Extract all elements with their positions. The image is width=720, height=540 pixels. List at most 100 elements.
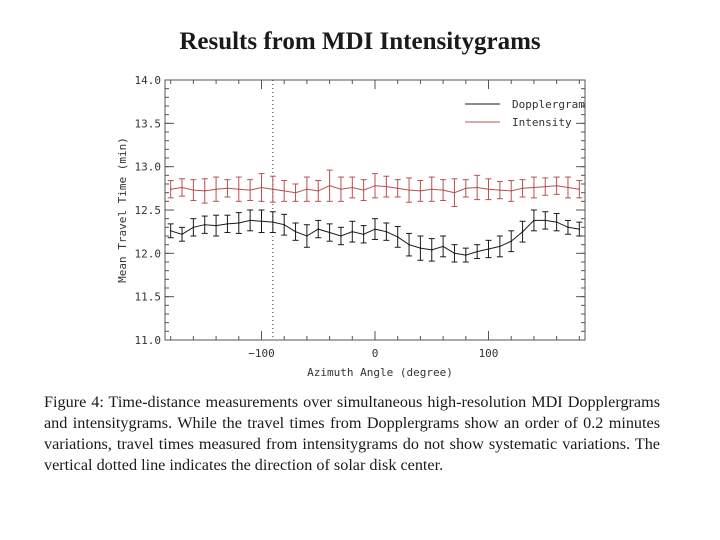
- intensity-errorbar: [519, 179, 526, 198]
- dopplergram-errorbar: [292, 222, 299, 241]
- intensity-errorbar: [474, 174, 481, 201]
- intensity-point: [317, 190, 320, 192]
- y-tick-label: 13.5: [135, 117, 162, 130]
- dopplergram-errorbar: [440, 235, 447, 258]
- intensity-point: [294, 191, 297, 194]
- intensity-point: [351, 186, 354, 189]
- dopplergram-errorbar: [315, 219, 322, 239]
- intensity-errorbar: [564, 176, 571, 199]
- x-tick-label: 0: [372, 347, 379, 360]
- dopplergram-errorbar: [281, 213, 288, 236]
- dopplergram-errorbar: [462, 247, 469, 263]
- intensity-point: [487, 188, 490, 190]
- dopplergram-point: [499, 245, 501, 248]
- dopplergram-point: [430, 249, 433, 251]
- x-axis-label: Azimuth Angle (degree): [307, 366, 453, 379]
- dopplergram-point: [487, 248, 490, 250]
- series-dopplergram: [167, 209, 583, 263]
- intensity-errorbar: [440, 179, 447, 201]
- dopplergram-point: [533, 219, 535, 222]
- intensity-errorbar: [372, 173, 378, 199]
- intensity-point: [476, 186, 478, 189]
- dopplergram-point: [567, 226, 569, 229]
- dopplergram-point: [476, 250, 478, 253]
- dopplergram-errorbar: [406, 232, 413, 257]
- dopplergram-point: [555, 221, 558, 223]
- intensity-point: [567, 186, 569, 189]
- intensity-point: [533, 186, 535, 189]
- dopplergram-errorbar: [383, 222, 390, 241]
- intensity-errorbar: [349, 176, 356, 199]
- dopplergram-point: [442, 245, 444, 248]
- dopplergram-point: [215, 224, 217, 227]
- intensity-errorbar: [462, 179, 469, 198]
- y-tick-label: 12.0: [135, 247, 162, 260]
- dopplergram-point: [226, 223, 229, 225]
- intensity-point: [419, 190, 422, 192]
- dopplergram-errorbar: [258, 209, 265, 234]
- intensity-errorbar: [360, 179, 367, 201]
- dopplergram-point: [578, 228, 581, 230]
- intensity-errorbar: [247, 179, 254, 201]
- intensity-errorbar: [190, 179, 197, 201]
- intensity-point: [555, 184, 558, 187]
- intensity-point: [521, 187, 524, 190]
- intensity-errorbar: [451, 178, 458, 208]
- intensity-point: [544, 185, 547, 188]
- dopplergram-point: [283, 223, 285, 226]
- intensity-errorbar: [383, 175, 390, 198]
- dopplergram-errorbar: [326, 223, 333, 242]
- dopplergram-point: [396, 236, 399, 238]
- dopplergram-errorbar: [360, 225, 367, 244]
- intensity-errorbar: [530, 176, 537, 199]
- intensity-point: [203, 190, 206, 192]
- dopplergram-point: [237, 222, 240, 224]
- dopplergram-errorbar: [417, 235, 424, 261]
- dopplergram-point: [294, 230, 297, 233]
- dopplergram-errorbar: [235, 212, 242, 234]
- intensity-errorbar: [337, 176, 344, 202]
- dopplergram-errorbar: [451, 244, 458, 263]
- dopplergram-point: [192, 226, 195, 229]
- intensity-point: [385, 185, 388, 188]
- intensity-errorbar: [315, 180, 322, 202]
- intensity-errorbar: [258, 173, 265, 202]
- dopplergram-errorbar: [201, 215, 208, 234]
- dopplergram-errorbar: [508, 230, 515, 253]
- intensity-errorbar: [428, 176, 435, 202]
- intensity-errorbar: [179, 178, 186, 197]
- dopplergram-point: [453, 252, 456, 255]
- legend: Dopplergram Intensity: [465, 98, 585, 129]
- intensity-point: [442, 189, 444, 191]
- dopplergram-point: [317, 228, 320, 230]
- intensity-point: [396, 187, 399, 190]
- dopplergram-errorbar: [394, 225, 401, 248]
- dopplergram-errorbar: [553, 212, 560, 232]
- intensity-errorbar: [201, 178, 208, 204]
- dopplergram-point: [544, 219, 547, 222]
- intensity-point: [328, 184, 331, 187]
- intensity-point: [215, 188, 217, 190]
- dopplergram-errorbar: [564, 219, 571, 235]
- dopplergram-errorbar: [224, 214, 231, 234]
- series-intensity: [167, 169, 583, 208]
- intensity-point: [169, 188, 172, 190]
- intensity-point: [260, 186, 263, 189]
- y-tick-label: 11.5: [135, 291, 162, 304]
- dopplergram-point: [465, 254, 467, 256]
- dopplergram-errorbar: [428, 238, 435, 262]
- dopplergram-errorbar: [179, 226, 186, 242]
- intensity-errorbar: [576, 180, 583, 199]
- intensity-errorbar: [224, 179, 231, 198]
- intensity-point: [578, 188, 581, 190]
- dopplergram-point: [351, 230, 354, 233]
- intensity-errorbar: [326, 169, 333, 202]
- dopplergram-errorbar: [530, 209, 537, 232]
- dopplergram-point: [328, 231, 331, 234]
- intensity-point: [362, 189, 365, 191]
- intensity-errorbar: [281, 180, 288, 202]
- y-axis-label: Mean Travel Time (min): [116, 137, 129, 283]
- dopplergram-point: [272, 221, 274, 223]
- intensity-errorbar: [417, 180, 424, 202]
- intensity-errorbar: [496, 180, 503, 200]
